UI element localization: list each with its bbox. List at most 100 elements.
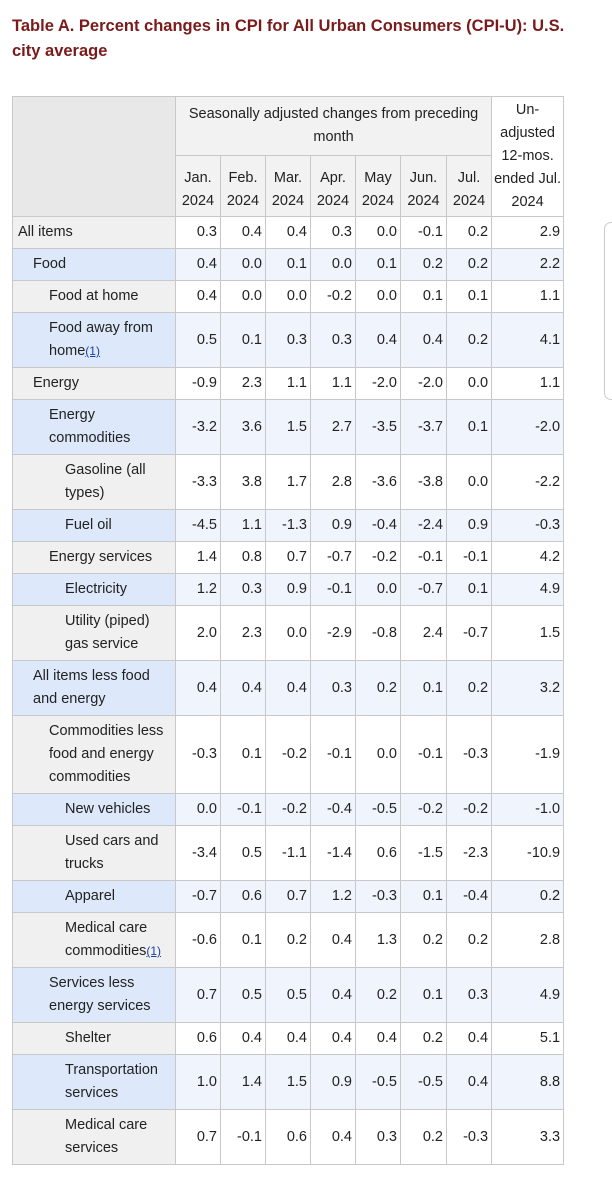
value-cell: 0.2 [445,660,493,716]
value-cell: 2.7 [310,399,356,455]
row-label: Energy services [12,541,176,574]
value-cell: 4.1 [491,312,565,368]
value-cell: 0.2 [445,912,493,968]
corner-cell [12,96,176,217]
footnote-link[interactable]: (1) [146,944,162,958]
value-cell: 2.8 [491,912,565,968]
value-cell: 0.2 [491,880,565,913]
value-cell: -2.0 [355,367,401,400]
value-cell: -0.7 [400,573,447,606]
month-header: Jun. 2024 [400,155,447,217]
value-cell: 0.4 [265,660,311,716]
value-cell: 0.4 [445,1022,493,1055]
unadjusted-header: Un-adjusted 12-mos. ended Jul. 2024 [491,96,565,217]
value-cell: -0.1 [220,1109,266,1165]
value-cell: 1.4 [220,1054,266,1110]
value-cell: 1.0 [175,1054,221,1110]
row-label: Fuel oil [12,509,176,542]
value-cell: 0.1 [220,312,266,368]
value-cell: -3.7 [400,399,447,455]
table-row: Medical care commodities(1) -0.6 0.1 0.2 0.4… [12,912,565,968]
value-cell: -0.3 [355,880,401,913]
value-cell: 0.0 [310,248,356,281]
value-cell: -0.2 [310,280,356,313]
value-cell: 0.7 [175,967,221,1023]
row-label-text: Gasoline (all types) [65,462,146,501]
value-cell: 4.9 [491,967,565,1023]
value-cell: -3.5 [355,399,401,455]
value-cell: -0.2 [445,793,493,826]
row-label: New vehicles [12,793,176,826]
row-label-text: Apparel [65,888,115,904]
value-cell: 0.3 [445,967,493,1023]
value-cell: 0.1 [265,248,311,281]
value-cell: -1.0 [491,793,565,826]
value-cell: 0.9 [310,509,356,542]
row-label-text: New vehicles [65,801,151,817]
cpi-table: Seasonally adjusted changes from precedi… [12,95,565,1165]
value-cell: 0.3 [175,216,221,249]
value-cell: 1.7 [265,454,311,510]
table-row: Apparel -0.7 0.6 0.7 1.2 -0.3 0.1 -0.4 0.2 [12,880,565,913]
value-cell: 1.1 [220,509,266,542]
value-cell: -0.7 [445,605,493,661]
value-cell: 2.3 [220,605,266,661]
value-cell: -0.9 [175,367,221,400]
value-cell: 0.9 [310,1054,356,1110]
row-label: Commodities less food and energy commodi… [12,715,176,794]
row-label: Energy [12,367,176,400]
value-cell: 0.4 [175,248,221,281]
value-cell: -0.1 [220,793,266,826]
value-cell: 0.9 [265,573,311,606]
value-cell: 0.3 [310,216,356,249]
value-cell: -0.7 [310,541,356,574]
table-row: Energy services 1.4 0.8 0.7 -0.7 -0.2 -0.1 -0.1… [12,541,565,574]
month-header: Jan. 2024 [175,155,221,217]
value-cell: 0.2 [355,660,401,716]
value-cell: 0.4 [355,312,401,368]
table-head: Seasonally adjusted changes from precedi… [12,95,565,217]
value-cell: 0.0 [445,367,493,400]
value-cell: 0.4 [400,312,447,368]
value-cell: 0.4 [355,1022,401,1055]
value-cell: -3.3 [175,454,221,510]
value-cell: -0.1 [310,715,356,794]
row-label-text: Used cars and trucks [65,833,159,872]
value-cell: 0.4 [310,967,356,1023]
value-cell: 0.0 [265,605,311,661]
row-label: Transportation services [12,1054,176,1110]
value-cell: 0.6 [265,1109,311,1165]
table-row: Fuel oil -4.5 1.1 -1.3 0.9 -0.4 -2.4 0.9 -0.3 [12,509,565,542]
value-cell: -1.4 [310,825,356,881]
value-cell: 0.0 [175,793,221,826]
value-cell: -1.3 [265,509,311,542]
value-cell: 0.2 [445,216,493,249]
value-cell: 0.1 [400,280,447,313]
footnote-link[interactable]: (1) [85,344,100,358]
value-cell: -0.2 [265,715,311,794]
value-cell: 0.3 [265,312,311,368]
value-cell: 0.2 [265,912,311,968]
value-cell: -0.5 [400,1054,447,1110]
table-row: Energy -0.9 2.3 1.1 1.1 -2.0 -2.0 0.0 1.1 [12,367,565,400]
table-row: Transportation services 1.0 1.4 1.5 0.9 -0.5-… [12,1054,565,1110]
table-row: Shelter 0.6 0.4 0.4 0.4 0.4 0.2 0.4 5.1 [12,1022,565,1055]
row-label-text: Electricity [65,581,128,597]
value-cell: 0.1 [445,573,493,606]
value-cell: 1.1 [310,367,356,400]
value-cell: 1.2 [310,880,356,913]
value-cell: 0.4 [220,1022,266,1055]
value-cell: 0.4 [265,216,311,249]
value-cell: -0.3 [445,715,493,794]
row-label: Medical care services [12,1109,176,1165]
value-cell: -0.1 [310,573,356,606]
value-cell: 0.4 [445,1054,493,1110]
row-label: All items less food and energy [12,660,176,716]
value-cell: 1.5 [265,1054,311,1110]
value-cell: 0.5 [220,825,266,881]
value-cell: 3.8 [220,454,266,510]
table-row: All items less food and energy 0.4 0.4 0.4 0… [12,660,565,716]
table-row: All items 0.3 0.4 0.4 0.3 0.0 -0.1 0.2 2.9 [12,216,565,249]
row-label: Used cars and trucks [12,825,176,881]
value-cell: -1.9 [491,715,565,794]
